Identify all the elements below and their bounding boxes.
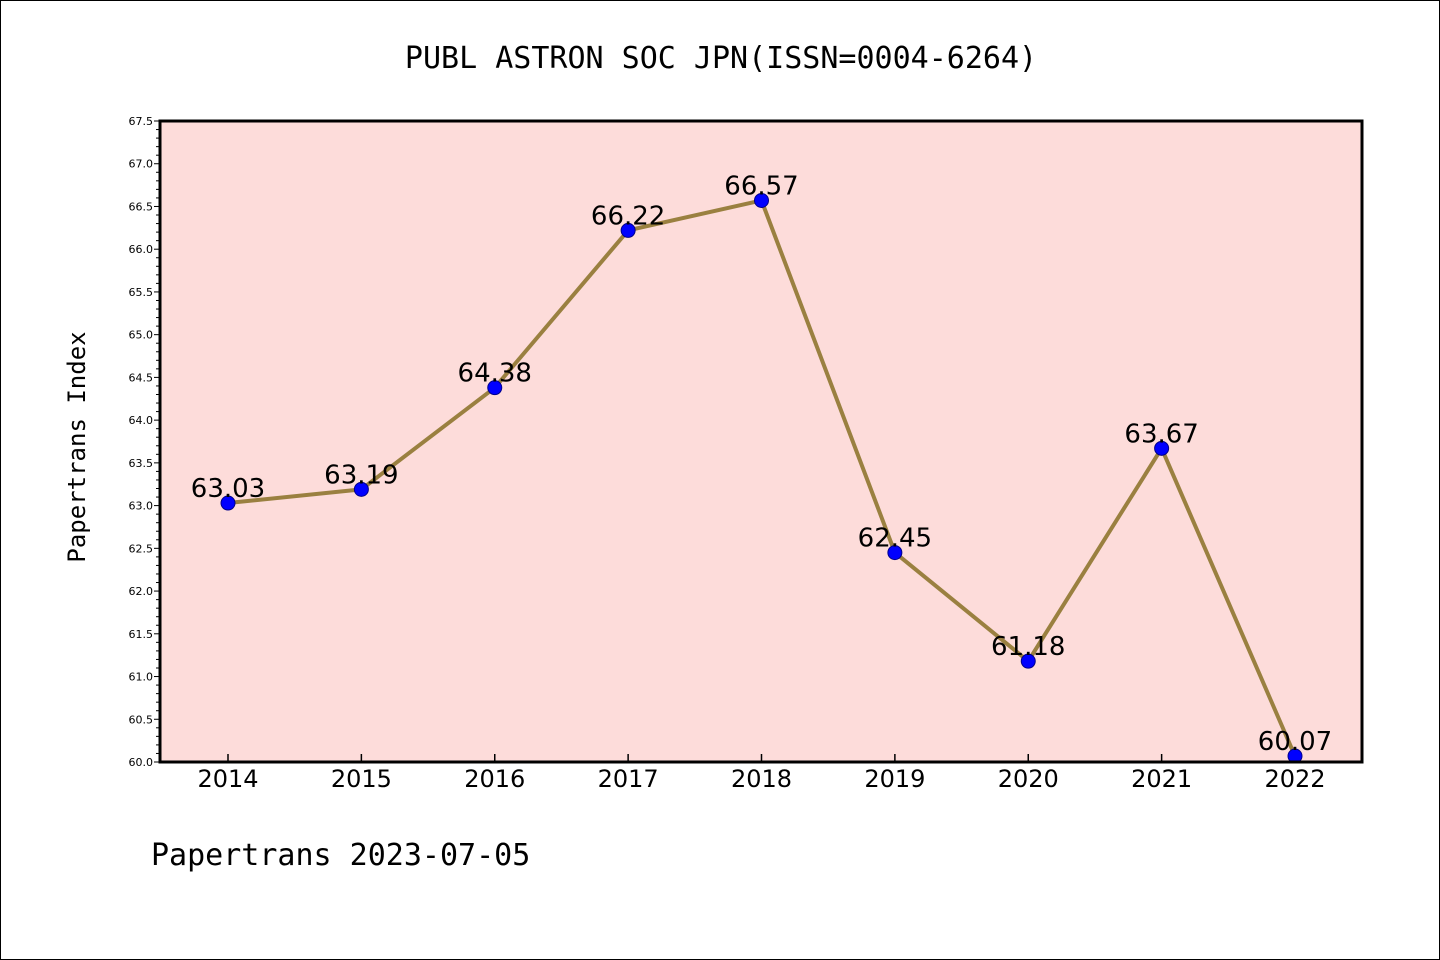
y-tick-label: 64.0 <box>129 414 154 427</box>
y-tick-label: 63.0 <box>129 500 154 513</box>
data-point <box>887 545 903 561</box>
data-point <box>220 495 236 511</box>
x-tick-label: 2020 <box>998 765 1059 793</box>
y-tick-label: 66.5 <box>129 200 154 213</box>
y-tick-label: 64.5 <box>129 371 154 384</box>
data-point <box>754 192 769 208</box>
y-tick-label: 65.5 <box>129 286 154 299</box>
y-tick-label: 60.0 <box>129 756 154 769</box>
y-tick-label: 61.5 <box>129 628 154 641</box>
data-point <box>353 481 369 497</box>
x-tick-label: 2022 <box>1264 765 1325 793</box>
x-tick-label: 2015 <box>331 765 392 793</box>
y-axis-label: Papertrans Index <box>63 331 91 562</box>
x-tick-label: 2019 <box>864 765 925 793</box>
y-tick-label: 62.0 <box>129 585 154 598</box>
x-axis-ticks: 2014 2015 2016 2017 2018 2019 2020 2021 2022 <box>197 754 1326 793</box>
data-label: 66.57 <box>724 171 798 201</box>
data-label: 63.67 <box>1124 419 1198 449</box>
y-tick-label: 61.0 <box>129 671 154 684</box>
chart-title: PUBL ASTRON SOC JPN(ISSN=0004-6264) <box>405 41 1037 76</box>
data-label: 63.19 <box>324 460 398 490</box>
y-tick-label: 67.5 <box>129 115 154 128</box>
y-tick-label: 67.0 <box>129 158 154 171</box>
x-tick-label: 2021 <box>1131 765 1192 793</box>
data-label: 64.38 <box>458 359 532 389</box>
data-label: 62.45 <box>858 524 932 554</box>
data-point <box>1154 440 1170 456</box>
x-tick-label: 2014 <box>197 765 258 793</box>
data-point <box>620 222 636 238</box>
y-tick-label: 65.0 <box>129 329 154 342</box>
data-label: 60.07 <box>1258 727 1332 757</box>
y-tick-label: 62.5 <box>129 542 154 555</box>
data-label: 66.22 <box>591 201 665 231</box>
data-point <box>487 380 503 396</box>
y-axis-ticks: 60.0 60.5 61.0 61.5 62.0 62.5 63.0 63.5 64.0 64.5… <box>129 115 160 769</box>
plot-border <box>158 119 1364 764</box>
x-tick-label: 2018 <box>731 765 792 793</box>
y-tick-label: 63.5 <box>129 457 154 470</box>
data-point <box>1020 653 1036 669</box>
footer-text: Papertrans 2023-07-05 <box>151 838 530 873</box>
y-tick-label: 66.0 <box>129 243 154 256</box>
data-label: 63.03 <box>191 474 265 504</box>
x-tick-label: 2016 <box>464 765 525 793</box>
series-layer: 63.03 63.19 64.38 66.22 66.57 62.45 61.18 63.67… <box>191 171 1332 764</box>
x-tick-label: 2017 <box>598 765 659 793</box>
data-label: 61.18 <box>991 632 1065 662</box>
y-tick-label: 60.5 <box>129 713 154 726</box>
